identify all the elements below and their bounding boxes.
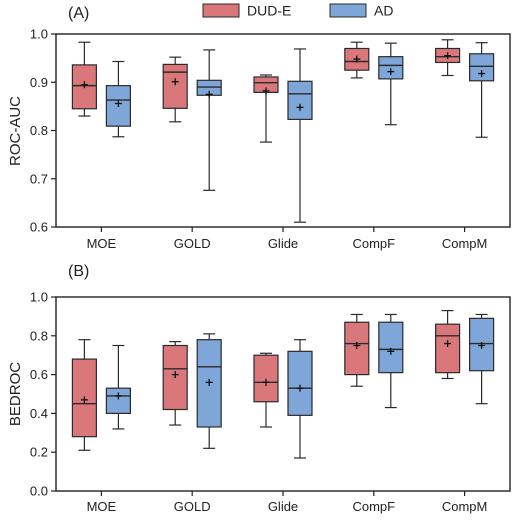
x-tick-label-moe: MOE <box>87 499 117 514</box>
box-compf-ad <box>378 56 404 80</box>
x-tick-label-glide: Glide <box>268 236 298 251</box>
x-tick-label-glide: Glide <box>268 499 298 514</box>
box-glide-ad <box>287 350 313 416</box>
x-tick-label-compf: CompF <box>352 499 395 514</box>
legend-swatch-dud-e <box>202 3 240 18</box>
box-gold-dud-e <box>162 63 188 109</box>
y-tick-label: 0.7 <box>30 171 48 186</box>
box-glide-dud-e <box>253 354 279 403</box>
legend-label-ad: AD <box>374 3 393 19</box>
y-tick-label: 0.6 <box>30 367 48 382</box>
y-tick-label: 0.4 <box>30 406 48 421</box>
box-compf-ad <box>378 321 404 374</box>
plot-frame <box>55 296 511 492</box>
x-tick-label-compm: CompM <box>442 236 488 251</box>
x-tick-label-gold: GOLD <box>174 236 211 251</box>
y-tick-label: 0.2 <box>30 445 48 460</box>
box-compm-dud-e <box>435 323 461 374</box>
y-tick-label: 0.9 <box>30 75 48 90</box>
y-axis-label: ROC-AUC <box>7 96 24 166</box>
plot-frame <box>55 33 511 228</box>
x-tick-label-compm: CompM <box>442 499 488 514</box>
x-tick-label-gold: GOLD <box>174 499 211 514</box>
legend: DUD-E AD <box>202 3 393 19</box>
y-tick-label: 1.0 <box>30 27 48 42</box>
box-moe-dud-e <box>71 64 98 110</box>
panel-label: (A) <box>68 5 89 22</box>
panel-label: (B) <box>68 263 89 280</box>
box-moe-dud-e <box>71 358 98 438</box>
y-tick-label: 0.6 <box>30 220 48 235</box>
x-tick-label-compf: CompF <box>352 236 395 251</box>
box-moe-ad <box>105 387 132 414</box>
y-tick-label: 0.8 <box>30 123 48 138</box>
box-glide-ad <box>287 80 313 121</box>
y-tick-label: 0.0 <box>30 484 48 499</box>
y-tick-label: 1.0 <box>30 290 48 305</box>
legend-swatch-ad <box>329 3 367 18</box>
panel-b: (B) BEDROC 0.0 0.2 0.4 0.6 0.8 1.0 MOE GOLD Glide C… <box>7 263 511 514</box>
y-axis-label: BEDROC <box>7 362 24 426</box>
panel-a: (A) ROC-AUC 0.6 0.7 0.8 0.9 1.0 MOE GOLD Glide Com… <box>7 5 511 251</box>
legend-label-dud-e: DUD-E <box>247 3 291 19</box>
x-tick-label-moe: MOE <box>87 236 117 251</box>
y-tick-label: 0.8 <box>30 328 48 343</box>
